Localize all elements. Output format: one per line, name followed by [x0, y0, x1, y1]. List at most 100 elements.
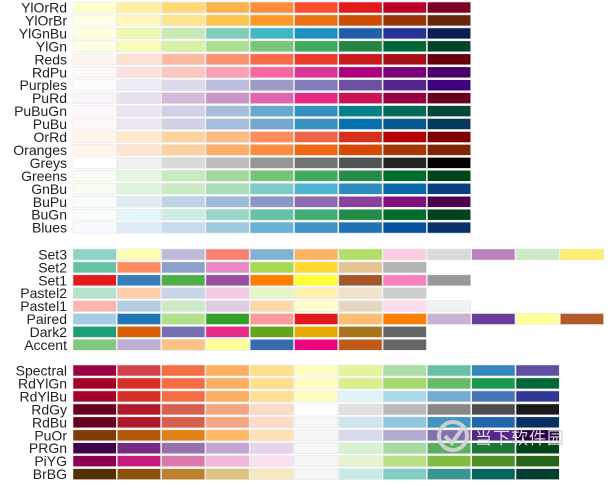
- swatch-rdpu-9: [427, 66, 471, 79]
- palette-label-orrd: OrRd: [34, 129, 67, 145]
- swatch-bupu-8: [382, 196, 427, 208]
- swatch-rdpu-5: [249, 66, 294, 79]
- swatch-rdpu-8: [382, 66, 427, 79]
- palette-label-bugn: BuGn: [31, 207, 67, 223]
- swatch-blues-9: [427, 221, 471, 234]
- swatch-ylorbr-9: [427, 14, 471, 27]
- swatch-puor-3: [161, 429, 206, 442]
- swatch-oranges-3: [161, 144, 206, 156]
- swatch-set1-6: [294, 274, 339, 287]
- swatch-purd-1: [72, 92, 117, 104]
- swatch-gnbu-6: [294, 183, 339, 195]
- palette-label-dark2: Dark2: [30, 324, 68, 340]
- swatch-rdbu-1: [72, 416, 117, 429]
- swatch-dark2-4: [205, 326, 250, 338]
- swatch-paired-3: [161, 313, 206, 325]
- swatch-bugn-8: [382, 208, 427, 221]
- swatch-pastel1-6: [294, 300, 339, 312]
- swatch-piyg-11: [515, 455, 560, 467]
- swatch-accent-2: [117, 338, 161, 351]
- swatch-dark2-3: [161, 326, 206, 338]
- swatch-ylorrd-6: [294, 1, 339, 14]
- swatch-orrd-5: [249, 131, 294, 143]
- swatch-rdpu-2: [117, 66, 161, 79]
- swatch-reds-1: [72, 53, 117, 66]
- swatch-rdgy-1: [72, 403, 117, 416]
- swatch-rdylbu-1: [72, 390, 117, 403]
- swatch-bupu-1: [72, 196, 117, 208]
- swatch-pubu-6: [294, 118, 339, 130]
- swatch-pastel1-8: [382, 300, 427, 312]
- swatch-greys-4: [205, 157, 250, 169]
- swatch-purples-1: [72, 79, 117, 91]
- swatch-purples-2: [117, 79, 161, 91]
- swatch-pastel2-2: [117, 287, 161, 300]
- swatch-reds-8: [382, 53, 427, 66]
- palette-label-set3: Set3: [38, 247, 67, 263]
- swatch-set2-1: [72, 261, 117, 274]
- swatch-piyg-7: [338, 455, 383, 467]
- swatch-purd-7: [338, 92, 383, 104]
- swatch-blues-4: [205, 221, 250, 234]
- swatch-dark2-6: [294, 326, 339, 338]
- swatch-pubugn-5: [249, 105, 294, 117]
- swatch-set1-3: [161, 274, 206, 287]
- swatch-ylorrd-9: [427, 1, 471, 14]
- swatch-paired-4: [205, 313, 250, 325]
- swatch-pastel1-5: [249, 300, 294, 312]
- swatch-greys-8: [382, 157, 427, 169]
- swatch-brbg-1: [72, 468, 117, 480]
- swatch-rdbu-4: [205, 416, 250, 429]
- swatch-ylgn-7: [338, 40, 383, 53]
- swatch-oranges-7: [338, 144, 383, 156]
- swatch-orrd-3: [161, 131, 206, 143]
- swatch-ylorbr-6: [294, 14, 339, 27]
- swatch-rdylgn-4: [205, 377, 250, 390]
- swatch-accent-3: [161, 338, 206, 351]
- swatch-gnbu-5: [249, 183, 294, 195]
- swatch-bupu-2: [117, 196, 161, 208]
- swatch-pubugn-2: [117, 105, 161, 117]
- swatch-purd-3: [161, 92, 206, 104]
- swatch-pubu-8: [382, 118, 427, 130]
- swatch-accent-7: [338, 338, 383, 351]
- swatch-purples-4: [205, 79, 250, 91]
- swatch-rdylgn-5: [249, 377, 294, 390]
- swatch-set3-11: [515, 248, 560, 261]
- palette-label-greys: Greys: [30, 155, 67, 171]
- swatch-greys-7: [338, 157, 383, 169]
- swatch-blues-7: [338, 221, 383, 234]
- palette-label-bupu: BuPu: [33, 194, 67, 210]
- swatch-purd-9: [427, 92, 471, 104]
- swatch-oranges-4: [205, 144, 250, 156]
- swatch-blues-6: [294, 221, 339, 234]
- swatch-ylgn-9: [427, 40, 471, 53]
- swatch-rdgy-11: [515, 403, 560, 416]
- swatch-ylgnbu-5: [249, 27, 294, 40]
- swatch-purd-8: [382, 92, 427, 104]
- swatch-gnbu-1: [72, 183, 117, 195]
- swatch-greys-2: [117, 157, 161, 169]
- palette-label-pastel1: Pastel1: [20, 298, 67, 314]
- swatch-pastel1-9: [427, 300, 471, 312]
- swatch-orrd-8: [382, 131, 427, 143]
- swatch-greens-4: [205, 170, 250, 182]
- swatch-puor-4: [205, 429, 250, 442]
- palette-label-set2: Set2: [38, 259, 67, 275]
- palette-label-purd: PuRd: [32, 90, 67, 106]
- palette-label-greens: Greens: [21, 168, 67, 184]
- swatch-dark2-8: [382, 326, 427, 338]
- swatch-orrd-4: [205, 131, 250, 143]
- swatch-prgn-2: [117, 442, 161, 455]
- swatch-gnbu-8: [382, 183, 427, 195]
- swatch-rdgy-7: [338, 403, 383, 416]
- swatch-ylgn-5: [249, 40, 294, 53]
- swatch-pubu-4: [205, 118, 250, 130]
- palette-label-pastel2: Pastel2: [20, 285, 67, 301]
- swatch-bugn-7: [338, 208, 383, 221]
- swatch-greens-7: [338, 170, 383, 182]
- palette-label-blues: Blues: [32, 220, 67, 236]
- swatch-brbg-8: [382, 468, 427, 480]
- swatch-set1-7: [338, 274, 383, 287]
